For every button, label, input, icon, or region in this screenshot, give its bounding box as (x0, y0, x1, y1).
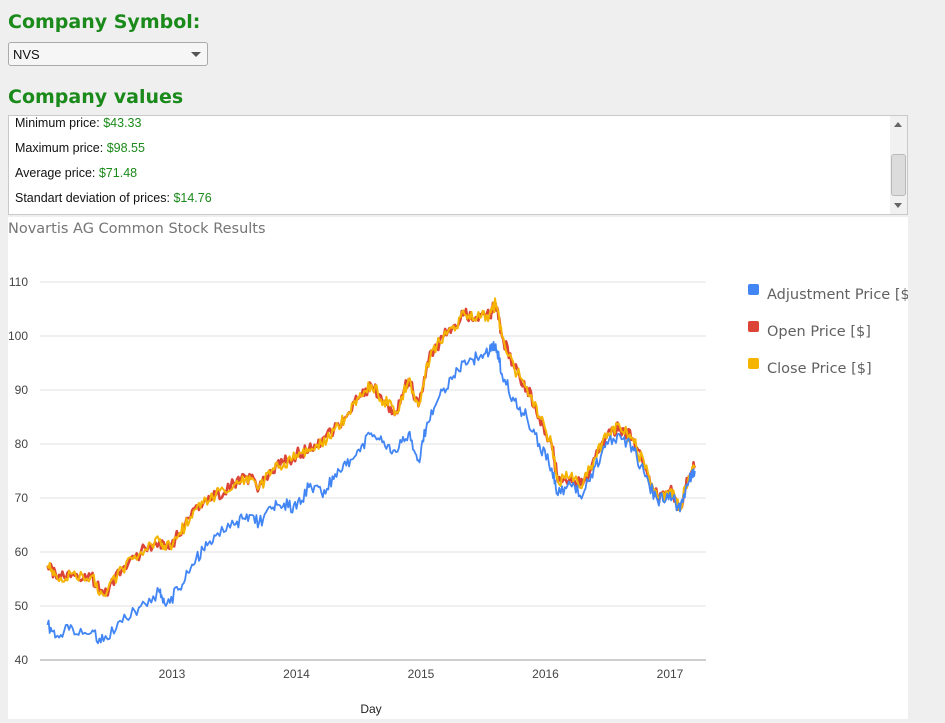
x-tick-label-2015: 2015 (408, 667, 435, 681)
chart-svg: Novartis AG Common Stock Results 40 50 60 70… (8, 221, 908, 716)
legend-swatch-1 (748, 321, 759, 332)
x-tick-label-2014: 2014 (283, 667, 310, 681)
selected-symbol: NVS (13, 47, 40, 62)
legend-label-1: Open Price [$] (767, 324, 871, 340)
y-tick-label-100: 100 (8, 329, 28, 343)
series-line-2 (46, 297, 696, 598)
stock-chart: Novartis AG Common Stock Results 40 50 60 70… (8, 217, 908, 719)
min-price-label: Minimum price: (15, 116, 104, 130)
legend-label-2: Close Price [$] (767, 361, 872, 377)
y-tick-label-70: 70 (15, 491, 29, 505)
chevron-down-icon[interactable] (191, 52, 201, 57)
chart-title: Novartis AG Common Stock Results (8, 221, 266, 237)
std-dev-label: Standart deviation of prices: (15, 191, 174, 205)
std-dev-value: $14.76 (173, 191, 212, 205)
scroll-down-arrow-icon[interactable] (894, 203, 902, 208)
legend-swatch-0 (748, 284, 759, 295)
avg-price-value: $71.48 (98, 166, 138, 180)
avg-price-label: Average price: (15, 166, 99, 180)
x-axis-label: Day (360, 702, 381, 716)
max-price-row: Maximum price: $98.55 (15, 141, 145, 155)
max-price-value: $98.55 (106, 141, 145, 155)
y-tick-label-90: 90 (15, 383, 29, 397)
std-dev-row: Standart deviation of prices: $14.76 (15, 191, 212, 205)
y-tick-label-50: 50 (15, 599, 29, 613)
company-values-heading: Company values (8, 86, 184, 108)
values-scrollbar[interactable] (890, 116, 907, 214)
company-symbol-select[interactable]: NVS (8, 42, 208, 66)
company-symbol-heading: Company Symbol: (8, 11, 201, 33)
max-price-label: Maximum price: (15, 141, 107, 155)
legend-label-0: Adjustment Price [$] (767, 287, 908, 303)
x-tick-label-2013: 2013 (159, 667, 186, 681)
y-tick-label-60: 60 (15, 545, 29, 559)
y-tick-label-40: 40 (15, 653, 29, 667)
x-tick-label-2016: 2016 (532, 667, 559, 681)
scroll-up-arrow-icon[interactable] (894, 122, 902, 127)
series-line-0 (46, 341, 696, 645)
x-tick-label-2017: 2017 (657, 667, 684, 681)
y-tick-label-110: 110 (9, 275, 28, 289)
min-price-value: $43.33 (103, 116, 142, 130)
legend-swatch-2 (748, 358, 759, 369)
y-tick-label-80: 80 (15, 437, 29, 451)
scroll-thumb[interactable] (891, 154, 906, 196)
company-values-box[interactable]: Minimum price: $43.33 Maximum price: $98… (8, 115, 908, 215)
avg-price-row: Average price: $71.48 (15, 166, 137, 180)
min-price-row: Minimum price: $43.33 (15, 116, 141, 130)
